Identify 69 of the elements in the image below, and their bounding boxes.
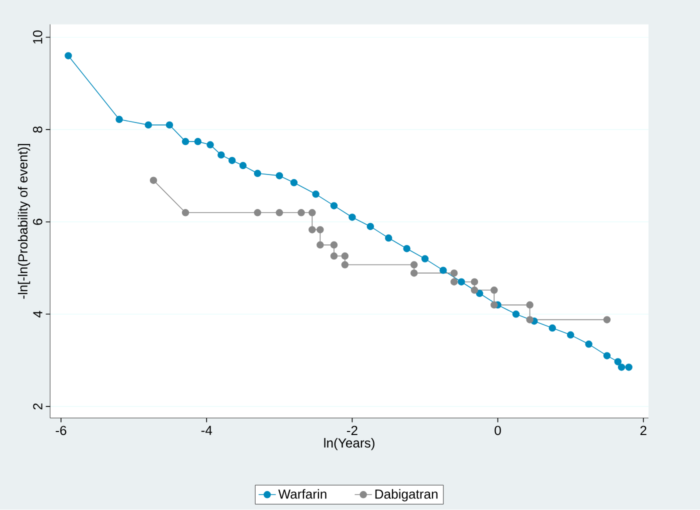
point [206,141,214,149]
x-axis-title: ln(Years) [324,438,374,450]
point [348,214,356,222]
point [403,245,410,252]
point [182,209,190,216]
point [330,252,338,260]
point [316,241,324,249]
y-axis-title: -ln[-ln(Probability of event)] [18,144,30,299]
point [330,202,338,210]
point [490,286,498,294]
point [330,241,338,249]
x-tick-label: 2 [640,426,646,436]
point [144,122,152,129]
point [526,316,534,324]
point [298,209,305,216]
legend-label: Dabigatran [375,489,438,502]
point [218,152,225,159]
point [166,122,174,129]
x-tick-label: -4 [201,426,212,436]
point [116,116,123,124]
point [341,252,349,260]
point [384,234,392,242]
point [421,255,429,263]
x-tick-label: -2 [346,426,358,436]
point [490,301,498,309]
point [316,226,324,234]
point [150,176,158,184]
point [341,261,349,269]
point [410,261,418,269]
point [585,340,592,348]
point [603,316,611,324]
y-tick-label: 10 [32,30,42,44]
point [254,170,262,178]
point [566,331,574,339]
point [182,138,190,146]
point [458,278,466,286]
point [64,52,72,60]
y-tick-label: 4 [33,311,42,318]
point [308,209,316,216]
point [450,278,458,286]
x-tick-label: 0 [494,426,501,436]
point [618,364,626,372]
point [308,226,316,234]
point [470,278,478,286]
point [228,157,236,164]
point [290,179,298,186]
point [239,162,247,170]
point [548,324,556,332]
point [450,270,458,277]
point [366,223,374,230]
point [603,352,611,360]
point [614,358,622,366]
y-tick-label: 2 [33,404,42,410]
point [254,209,262,216]
y-tick-label: 6 [32,218,42,226]
point [470,286,478,294]
point [476,290,484,298]
point [276,172,284,180]
point [410,270,418,277]
x-tick-label: -6 [56,426,66,436]
point [276,209,284,216]
point [625,364,632,372]
point [440,266,447,274]
point [312,190,320,198]
point [194,138,202,146]
point [526,301,534,309]
y-tick-label: 8 [32,126,42,133]
legend-label: Warfarin [278,489,326,499]
point [512,310,520,318]
